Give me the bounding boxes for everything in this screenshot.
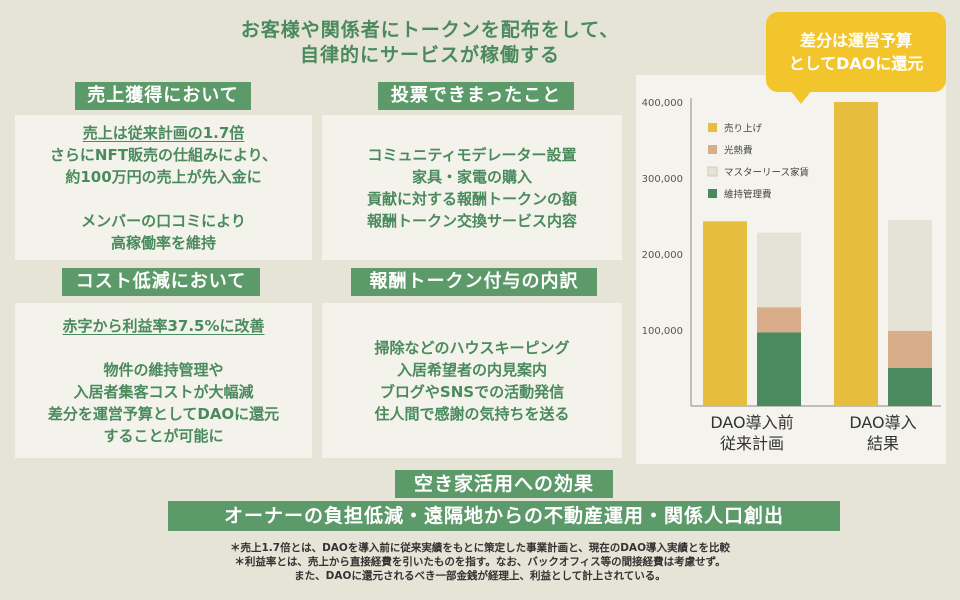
bar-segment (757, 307, 801, 333)
vote-line-2: 家具・家電の購入 (411, 167, 532, 186)
sales-panel: 売上は従来計画の1.7倍 さらにNFT販売の仕組みにより、 約100万円の売上が… (15, 115, 312, 260)
callout-bubble: 差分は運営予算 としてDAOに還元 (766, 12, 946, 92)
legend-label: 維持管理費 (724, 189, 772, 201)
y-tick-label: 100,000 (642, 326, 683, 337)
reward-line-3: ブログやSNSでの活動発信 (379, 382, 565, 401)
vote-section-header: 投票できまったこと (378, 82, 574, 110)
bar-segment (888, 368, 932, 406)
cost-section-header: コスト低減において (62, 268, 260, 296)
legend-label: 光熱費 (724, 145, 753, 157)
bar-segment (834, 102, 878, 406)
reward-panel: 掃除などのハウスキーピング 入居希望者の内見案内 ブログやSNSでの活動発信 住… (322, 303, 622, 458)
reward-line-2: 入居希望者の内見案内 (396, 360, 547, 379)
legend-swatch (708, 189, 717, 198)
reward-line-4: 住人間で感謝の気持ちを送る (374, 404, 570, 423)
callout-line-1: 差分は運営予算 (799, 31, 912, 50)
footnotes: ＊売上1.7倍とは、DAOを導入前に従来実績をもとに策定した事業計画と、現在のD… (60, 541, 900, 583)
y-tick-label: 300,000 (642, 174, 683, 185)
legend-swatch (708, 123, 717, 132)
vote-line-3: 貢献に対する報酬トークンの額 (366, 189, 577, 208)
footnote-2: ＊利益率とは、売上から直接経費を引いたものを指す。なお、バックオフィス等の間接経… (234, 556, 726, 568)
x-category-label: DAO導入 (849, 413, 916, 432)
cost-line-1: 赤字から利益率37.5%に改善 (62, 316, 265, 335)
bar-segment (757, 232, 801, 308)
reward-line-1: 掃除などのハウスキーピング (374, 338, 570, 357)
bar-segment (888, 219, 932, 331)
effect-subheader: オーナーの負担低減・遠隔地からの不動産運用・関係人口創出 (168, 501, 840, 531)
effect-header: 空き家活用への効果 (395, 470, 613, 498)
sales-line-5: 高稼働率を維持 (110, 233, 216, 252)
sales-line-2: さらにNFT販売の仕組みにより、 (49, 145, 278, 164)
sales-line-4: メンバーの口コミにより (81, 211, 246, 230)
cost-line-3: 入居者集客コストが大幅減 (73, 382, 254, 401)
footnote-3: また、DAOに還元されるべき一部金銭が経理上、利益として計上されている。 (294, 570, 666, 582)
bar-segment (703, 221, 747, 406)
cost-line-5: することが可能に (103, 426, 224, 445)
vote-panel: コミュニティモデレーター設置 家具・家電の購入 貢献に対する報酬トークンの額 報… (322, 115, 622, 260)
x-category-label: 従来計画 (720, 434, 784, 453)
reward-section-header: 報酬トークン付与の内訳 (351, 268, 597, 296)
title-line-2: 自律的にサービスが稼働する (299, 44, 560, 66)
bar-segment (757, 332, 801, 406)
vote-line-1: コミュニティモデレーター設置 (367, 145, 577, 164)
sales-section-header: 売上獲得において (75, 82, 251, 110)
title-line-1: お客様や関係者にトークンを配布をして、 (240, 19, 620, 41)
sales-line-3: 約100万円の売上が先入金に (65, 167, 262, 186)
legend-swatch (708, 145, 717, 154)
x-category-label: DAO導入前 (710, 413, 793, 432)
cost-panel: 赤字から利益率37.5%に改善 物件の維持管理や 入居者集客コストが大幅減 差分… (15, 303, 312, 458)
legend-label: 売り上げ (724, 123, 763, 135)
legend-label: マスターリース家賃 (724, 167, 809, 179)
cost-line-4: 差分を運営予算としてDAOに還元 (47, 404, 280, 423)
vote-line-4: 報酬トークン交換サービス内容 (366, 211, 577, 230)
page-title: お客様や関係者にトークンを配布をして、 自律的にサービスが稼働する (190, 18, 670, 68)
cost-line-2: 物件の維持管理や (103, 360, 224, 379)
callout-line-2: としてDAOに還元 (788, 54, 924, 73)
footnote-1: ＊売上1.7倍とは、DAOを導入前に従来実績をもとに策定した事業計画と、現在のD… (229, 542, 730, 554)
legend-swatch (707, 166, 718, 177)
y-tick-label: 200,000 (642, 250, 683, 261)
callout-tail (790, 90, 812, 104)
y-tick-label: 400,000 (642, 98, 683, 109)
bar-segment (888, 330, 932, 368)
sales-line-1: 売上は従来計画の1.7倍 (82, 123, 245, 142)
x-category-label: 結果 (867, 434, 899, 453)
